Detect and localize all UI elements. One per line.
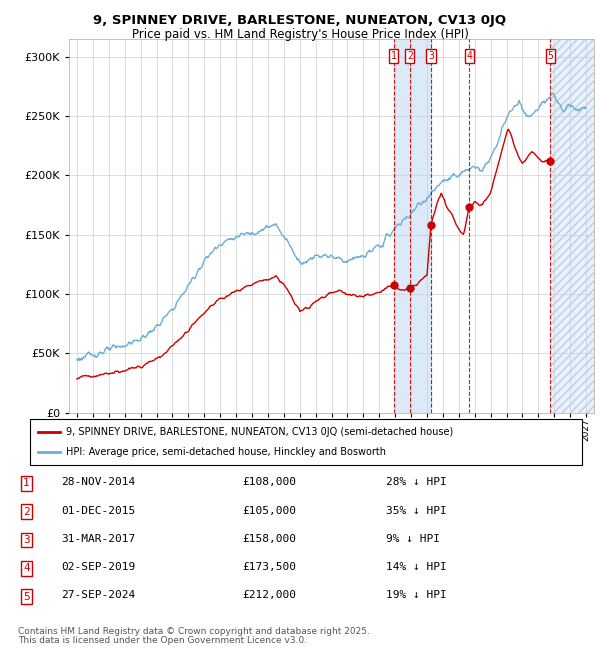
Text: 02-SEP-2019: 02-SEP-2019 [61,562,135,572]
Text: £212,000: £212,000 [242,590,296,601]
Text: HPI: Average price, semi-detached house, Hinckley and Bosworth: HPI: Average price, semi-detached house,… [66,447,386,458]
Text: 1: 1 [391,51,397,61]
Text: 2: 2 [407,51,413,61]
Bar [394,39,431,413]
Text: 19% ↓ HPI: 19% ↓ HPI [386,590,447,601]
Text: 9, SPINNEY DRIVE, BARLESTONE, NUNEATON, CV13 0JQ (semi-detached house): 9, SPINNEY DRIVE, BARLESTONE, NUNEATON, … [66,426,453,437]
FancyBboxPatch shape [30,419,582,465]
Text: 3: 3 [428,51,434,61]
Text: 9, SPINNEY DRIVE, BARLESTONE, NUNEATON, CV13 0JQ: 9, SPINNEY DRIVE, BARLESTONE, NUNEATON, … [94,14,506,27]
Text: This data is licensed under the Open Government Licence v3.0.: This data is licensed under the Open Gov… [18,636,307,645]
Text: 5: 5 [547,51,553,61]
Bar [550,39,594,413]
Text: 4: 4 [23,564,30,573]
Text: 5: 5 [23,592,30,601]
Text: 28% ↓ HPI: 28% ↓ HPI [386,477,447,488]
Text: 14% ↓ HPI: 14% ↓ HPI [386,562,447,572]
Bar [550,39,594,413]
Text: 28-NOV-2014: 28-NOV-2014 [61,477,135,488]
Text: Price paid vs. HM Land Registry's House Price Index (HPI): Price paid vs. HM Land Registry's House … [131,28,469,41]
Text: Contains HM Land Registry data © Crown copyright and database right 2025.: Contains HM Land Registry data © Crown c… [18,627,370,636]
Text: 4: 4 [466,51,472,61]
Text: £108,000: £108,000 [242,477,296,488]
Text: 9% ↓ HPI: 9% ↓ HPI [386,534,440,544]
Text: 1: 1 [23,478,30,488]
Text: 31-MAR-2017: 31-MAR-2017 [61,534,135,544]
Text: 01-DEC-2015: 01-DEC-2015 [61,506,135,515]
Text: 3: 3 [23,535,30,545]
Text: £173,500: £173,500 [242,562,296,572]
Text: £105,000: £105,000 [242,506,296,515]
Text: 2: 2 [23,507,30,517]
Text: 35% ↓ HPI: 35% ↓ HPI [386,506,447,515]
Text: £158,000: £158,000 [242,534,296,544]
Text: 27-SEP-2024: 27-SEP-2024 [61,590,135,601]
